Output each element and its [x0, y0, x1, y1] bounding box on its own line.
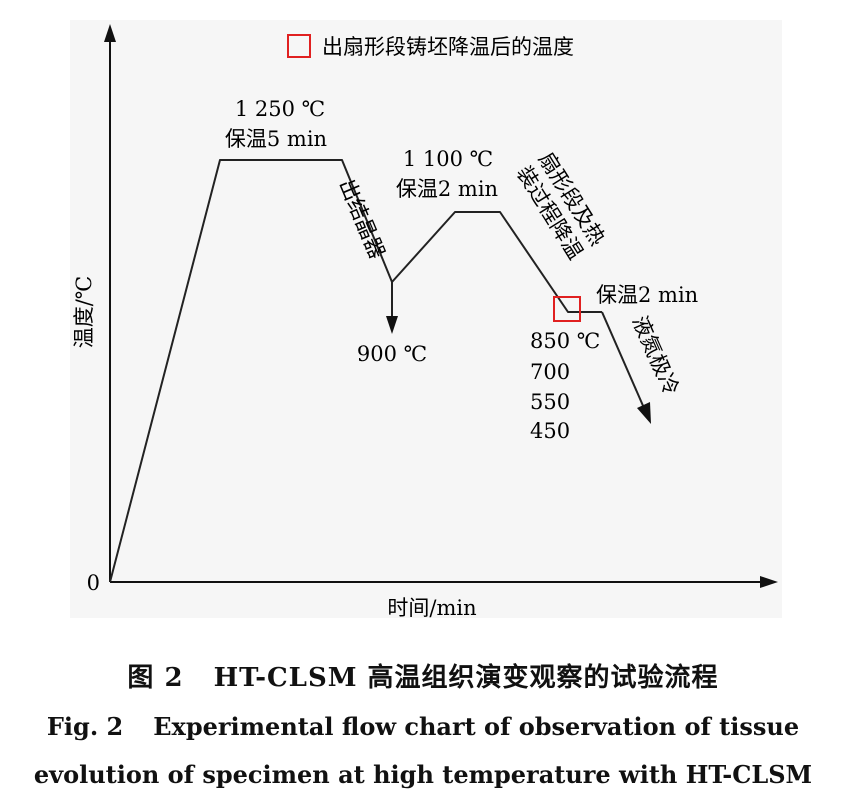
caption-english-line2: evolution of specimen at high temperatur…	[0, 760, 846, 789]
temp-450: 450	[530, 419, 570, 443]
peak2-temp: 1 100 ℃	[403, 147, 493, 171]
y-axis-arrow	[104, 24, 116, 42]
caption-en-number: Fig. 2	[46, 712, 124, 741]
x-axis-label: 时间/min	[387, 596, 476, 620]
caption-en-text2: evolution of specimen at high temperatur…	[33, 760, 813, 789]
caption-cn-text: HT-CLSM 高温组织演变观察的试验流程	[213, 663, 719, 693]
peak1-hold: 保温5 min	[225, 127, 327, 151]
legend-marker	[287, 34, 311, 58]
peak2-hold: 保温2 min	[396, 177, 498, 201]
sector-exit-marker	[553, 296, 581, 322]
caption-chinese: 图 2 HT-CLSM 高温组织演变观察的试验流程	[0, 657, 846, 694]
quench-arrow-head	[637, 402, 651, 424]
x-axis-arrow	[760, 576, 778, 588]
caption-en-text1: Experimental flow chart of observation o…	[153, 712, 800, 741]
caption-english-line1: Fig. 2 Experimental flow chart of observa…	[0, 712, 846, 741]
flow-chart-figure: 出扇形段铸坯降温后的温度 温度/℃ 时间/min 0 1 250 ℃ 保温5 m…	[70, 20, 782, 620]
valley-temp: 900 ℃	[357, 342, 427, 366]
quench-arrow-line	[601, 311, 645, 409]
legend-label: 出扇形段铸坯降温后的温度	[322, 35, 574, 59]
hold3-label: 保温2 min	[596, 283, 698, 307]
temp-700: 700	[530, 360, 570, 384]
process-curve	[109, 159, 602, 583]
peak1-temp: 1 250 ℃	[235, 97, 325, 121]
y-axis-label: 温度/℃	[72, 276, 96, 349]
temp-850: 850 ℃	[530, 329, 600, 353]
temp-550: 550	[530, 390, 570, 414]
origin-label: 0	[87, 571, 100, 595]
plot-background	[70, 20, 782, 618]
caption-cn-number: 图 2	[127, 663, 184, 693]
cooling-arrow-head	[386, 316, 398, 334]
flow-chart-svg: 出扇形段铸坯降温后的温度 温度/℃ 时间/min 0 1 250 ℃ 保温5 m…	[70, 20, 782, 620]
